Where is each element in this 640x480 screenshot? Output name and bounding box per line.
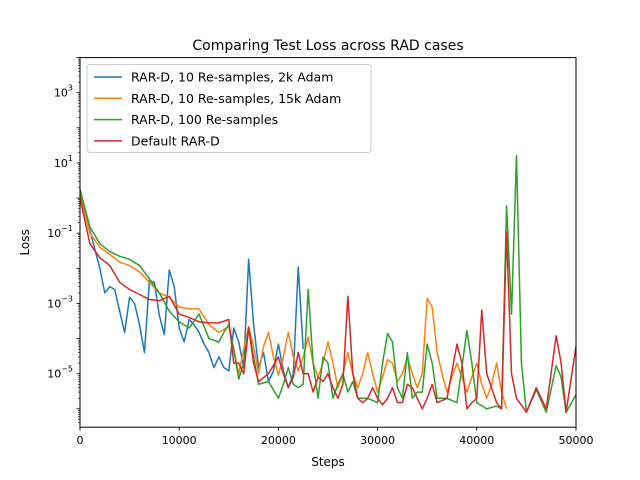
legend: RAR-D, 10 Re-samples, 2k Adam RAR-D, 10 R… (86, 64, 372, 153)
plot-area (80, 155, 576, 413)
y-axis-label: Loss (18, 229, 32, 255)
chart-title: Comparing Test Loss across RAD cases (192, 38, 463, 54)
x-tick-label: 0 (77, 434, 84, 447)
x-tick-label: 30000 (360, 434, 395, 447)
series-line-4 (80, 197, 576, 413)
legend-entry-label: RAR-D, 10 Re-samples, 15k Adam (131, 91, 341, 106)
legend-entry-label: Default RAR-D (131, 133, 220, 148)
legend-entry-label: RAR-D, 10 Re-samples, 2k Adam (131, 70, 333, 85)
y-tick-label: 10−1 (47, 224, 73, 240)
series-line-1 (80, 191, 304, 389)
y-tick-label: 10−3 (47, 294, 73, 310)
legend-box (86, 64, 372, 153)
series-line-3 (80, 155, 576, 413)
y-axis: 10−5 10−3 10−1 101 103 (47, 57, 80, 424)
y-tick-label: 103 (54, 84, 73, 100)
legend-entry-label: RAR-D, 100 Re-samples (131, 112, 278, 127)
y-tick-label: 10−5 (47, 365, 73, 381)
x-tick-label: 50000 (559, 434, 594, 447)
x-tick-label: 20000 (261, 434, 296, 447)
x-axis: 0 10000 20000 30000 40000 50000 (77, 427, 594, 447)
plot-frame (79, 57, 577, 428)
x-tick-label: 10000 (162, 434, 197, 447)
x-axis-label: Steps (311, 455, 345, 469)
y-tick-label: 101 (54, 154, 73, 170)
x-tick-label: 40000 (459, 434, 494, 447)
